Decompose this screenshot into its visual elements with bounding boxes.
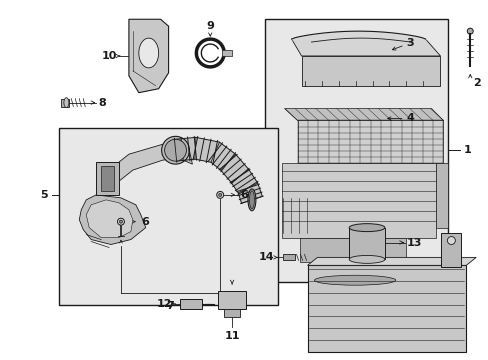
Polygon shape — [86, 200, 133, 238]
Polygon shape — [222, 50, 232, 56]
Text: 6: 6 — [240, 190, 247, 200]
Polygon shape — [180, 299, 202, 309]
Ellipse shape — [249, 191, 254, 209]
Text: 11: 11 — [224, 331, 239, 341]
Bar — [264, 19, 447, 282]
Polygon shape — [297, 121, 443, 163]
Polygon shape — [299, 238, 405, 262]
Bar — [60, 129, 277, 305]
Polygon shape — [109, 142, 192, 186]
Text: 1: 1 — [462, 145, 470, 155]
Polygon shape — [61, 99, 69, 107]
Polygon shape — [348, 228, 384, 260]
Polygon shape — [174, 138, 262, 203]
Polygon shape — [129, 19, 168, 93]
Polygon shape — [307, 257, 475, 265]
Ellipse shape — [348, 255, 384, 264]
Ellipse shape — [216, 192, 223, 198]
Text: 6: 6 — [141, 217, 148, 227]
Ellipse shape — [314, 275, 395, 285]
Polygon shape — [79, 195, 145, 244]
Ellipse shape — [117, 218, 124, 225]
Polygon shape — [101, 166, 114, 191]
Polygon shape — [282, 255, 294, 260]
Text: 4: 4 — [406, 113, 414, 123]
Text: 10: 10 — [102, 51, 117, 61]
Polygon shape — [435, 163, 447, 228]
Polygon shape — [307, 265, 466, 352]
Ellipse shape — [348, 224, 384, 231]
Text: 5: 5 — [40, 190, 47, 200]
Text: 8: 8 — [98, 98, 106, 108]
Polygon shape — [96, 162, 119, 195]
Polygon shape — [224, 309, 240, 317]
Polygon shape — [314, 262, 395, 280]
Text: 12: 12 — [157, 299, 172, 309]
Polygon shape — [218, 291, 245, 309]
Text: 14: 14 — [259, 252, 274, 262]
Text: 13: 13 — [406, 238, 421, 248]
Polygon shape — [301, 56, 440, 86]
Polygon shape — [441, 233, 460, 267]
Polygon shape — [139, 38, 158, 68]
Polygon shape — [284, 109, 443, 121]
Polygon shape — [291, 39, 440, 56]
Text: 3: 3 — [406, 38, 413, 48]
Ellipse shape — [119, 220, 122, 223]
Ellipse shape — [164, 139, 186, 161]
Text: 9: 9 — [206, 21, 214, 31]
Polygon shape — [281, 163, 435, 238]
Ellipse shape — [64, 98, 69, 108]
Ellipse shape — [447, 237, 454, 244]
Ellipse shape — [467, 28, 472, 34]
Ellipse shape — [162, 136, 189, 164]
Text: 2: 2 — [472, 78, 480, 88]
Ellipse shape — [247, 189, 255, 211]
Ellipse shape — [218, 193, 221, 196]
Text: 7: 7 — [166, 301, 174, 311]
